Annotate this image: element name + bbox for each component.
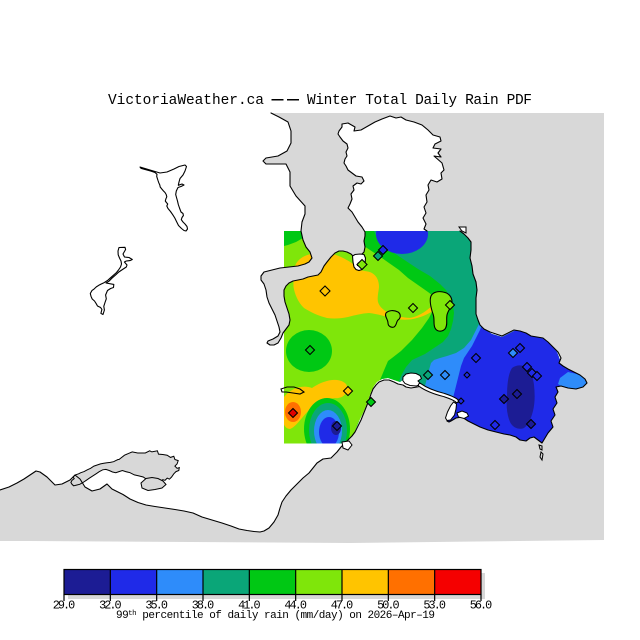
svg-text:99th percentile of daily rain: 99th percentile of daily rain (mm/day) o… [116,610,435,622]
svg-text:53.0: 53.0 [423,599,446,613]
svg-text:29.0: 29.0 [53,599,76,613]
svg-text:50.0: 50.0 [377,599,400,613]
svg-text:38.0: 38.0 [192,599,215,613]
svg-text:VictoriaWeather.ca: VictoriaWeather.ca [108,93,264,109]
svg-text:32.0: 32.0 [99,599,122,613]
svg-text:41.0: 41.0 [238,599,261,613]
svg-text:47.0: 47.0 [331,599,354,613]
svg-text:44.0: 44.0 [284,599,307,613]
svg-text:56.0: 56.0 [470,599,493,613]
svg-text:Winter Total Daily Rain PDF: Winter Total Daily Rain PDF [307,93,532,109]
svg-text:35.0: 35.0 [145,599,168,613]
